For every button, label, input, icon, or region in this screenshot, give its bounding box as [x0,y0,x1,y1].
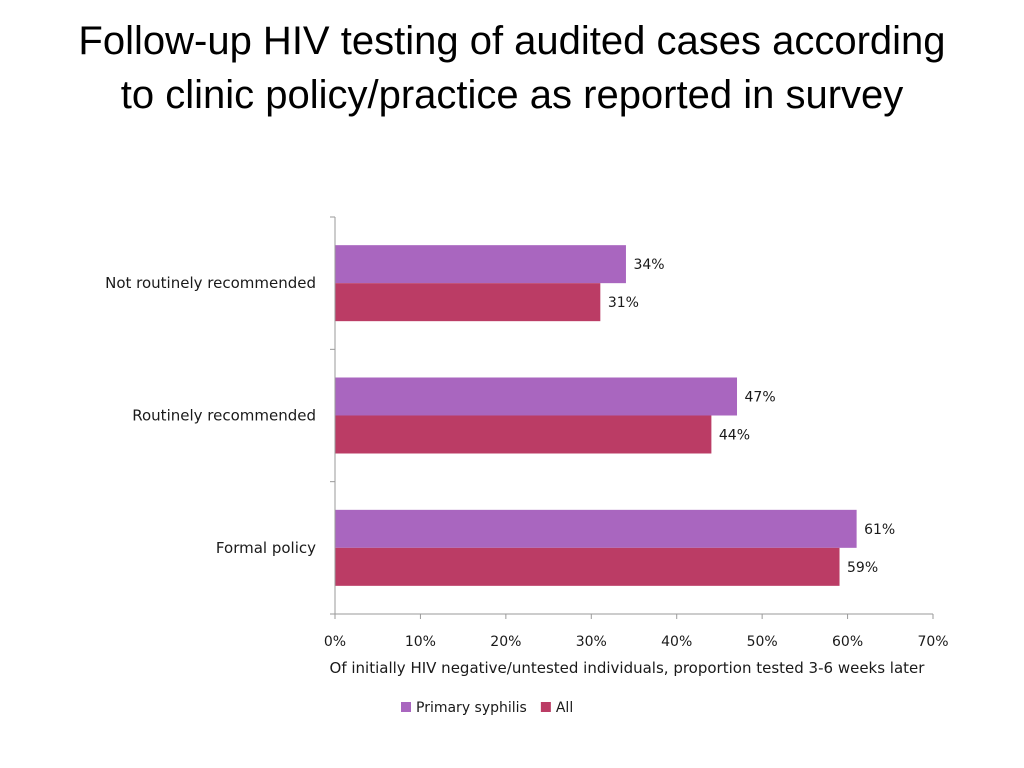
x-tick-label: 0% [324,634,346,650]
legend-label: All [556,700,573,716]
bar [335,509,857,548]
bar [335,245,626,284]
data-label: 44% [719,428,750,444]
category-label: Formal policy [216,539,316,557]
bar [335,377,738,416]
x-tick-label: 40% [661,634,692,650]
category-label: Routinely recommended [132,407,316,425]
x-axis-title: Of initially HIV negative/untested indiv… [330,659,926,677]
legend-label: Primary syphilis [416,700,527,716]
data-label: 47% [745,390,776,406]
data-label: 59% [847,560,878,576]
legend-swatch [401,702,411,712]
x-tick-label: 10% [405,634,436,650]
slide-title: Follow-up HIV testing of audited cases a… [78,19,946,117]
data-label: 34% [633,257,664,273]
x-tick-label: 30% [576,634,607,650]
legend-swatch [540,702,551,712]
x-tick-label: 20% [490,634,521,650]
bar [335,415,712,454]
x-tick-label: 70% [917,634,948,650]
chart-bars [335,245,857,586]
chart-axes: 0% 10% 20% 30% 40% 50% 60% 70% [324,216,949,650]
bar [335,283,601,322]
category-label: Not routinely recommended [105,274,316,292]
x-tick-label: 50% [747,634,778,650]
legend: Primary syphilis All [401,700,573,716]
chart-labels: Not routinely recommended 34% 31% Routinely… [105,257,895,576]
data-label: 31% [608,295,639,311]
bar [335,547,840,586]
x-tick-label: 60% [832,634,863,650]
data-label: 61% [864,522,895,538]
